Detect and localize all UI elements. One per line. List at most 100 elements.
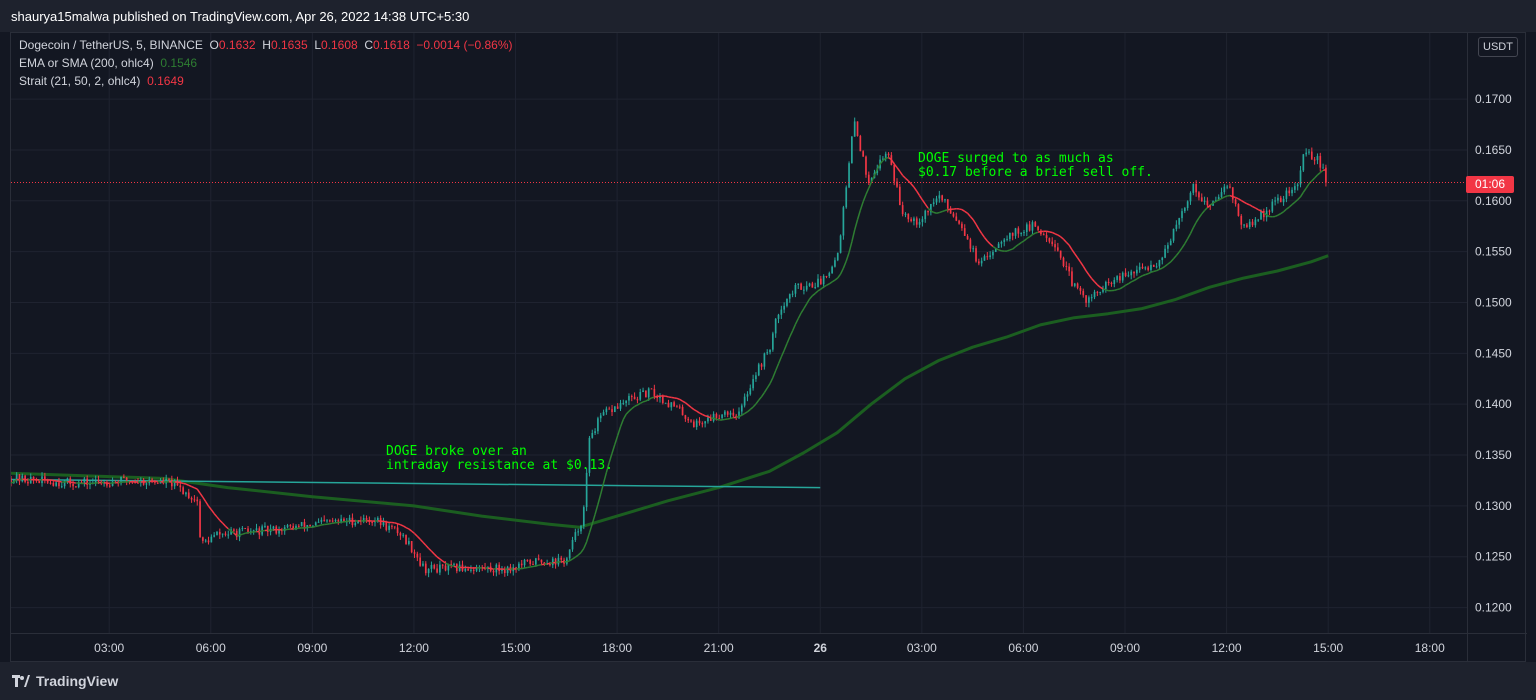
- strait-line-segment: [981, 233, 986, 238]
- candle-body: [444, 565, 447, 571]
- candle-body: [526, 559, 529, 561]
- strait-line-segment: [386, 521, 390, 524]
- candle-body: [992, 251, 994, 256]
- candle-body: [707, 417, 709, 422]
- price-tick-label: 0.1300: [1475, 499, 1512, 513]
- time-tick-label: 21:00: [704, 641, 734, 655]
- candle-body: [1045, 235, 1048, 239]
- candle-body: [266, 525, 269, 532]
- candle-body: [941, 195, 944, 201]
- candle-body: [1322, 167, 1324, 169]
- candle-body: [176, 480, 179, 486]
- candle-body: [955, 216, 958, 221]
- strait-line-segment: [780, 350, 785, 358]
- surge-annotation: DOGE surged to as much as $0.17 before a…: [918, 152, 1153, 180]
- strait-line-segment: [679, 398, 683, 402]
- candle-body: [1223, 186, 1226, 193]
- strait-line-segment: [1232, 195, 1236, 199]
- strait-line-segment: [972, 219, 977, 225]
- strait-line-segment: [608, 453, 613, 463]
- time-tick-label: 18:00: [602, 641, 632, 655]
- strait-line-segment: [873, 169, 878, 176]
- strait-line-segment: [1068, 244, 1073, 251]
- ema-label[interactable]: EMA or SMA (200, ohlc4): [19, 56, 154, 70]
- open-value: 0.1632: [218, 38, 256, 52]
- candle-body: [38, 480, 41, 484]
- candle-body: [966, 235, 969, 240]
- candle-body: [376, 517, 379, 522]
- strait-label[interactable]: Strait (21, 50, 2, ohlc4): [19, 74, 141, 88]
- candle-body: [1155, 266, 1158, 268]
- close-label: C: [364, 38, 374, 52]
- strait-line-segment: [1164, 263, 1169, 267]
- candle-body: [286, 525, 289, 528]
- strait-line-segment: [588, 523, 593, 534]
- candle-body: [944, 199, 946, 201]
- strait-line-segment: [1060, 236, 1064, 240]
- strait-line-segment: [1189, 227, 1194, 234]
- strait-line-segment: [422, 541, 427, 546]
- strait-line-segment: [766, 383, 771, 389]
- strait-line-segment: [958, 208, 963, 211]
- strait-line-segment: [941, 209, 946, 213]
- candle-body: [949, 208, 952, 214]
- time-tick-label: 03:00: [907, 641, 937, 655]
- candle-body: [946, 199, 949, 209]
- strait-line-segment: [794, 318, 799, 325]
- candle-body: [357, 520, 359, 524]
- brand-name: TradingView: [36, 673, 119, 689]
- strait-line-segment: [329, 522, 333, 525]
- candle-body: [1277, 197, 1279, 201]
- strait-value: 0.1649: [147, 74, 184, 88]
- strait-line-segment: [1142, 273, 1146, 277]
- strait-line-segment: [1159, 267, 1163, 270]
- candle-body: [503, 569, 506, 574]
- candle-body: [1082, 290, 1085, 296]
- candle-body: [639, 391, 642, 400]
- candle-body: [774, 318, 777, 334]
- strait-line-segment: [405, 526, 410, 530]
- candle-body: [913, 218, 915, 222]
- strait-line-segment: [693, 408, 698, 412]
- strait-line-segment: [1102, 288, 1107, 291]
- candle-body: [924, 210, 927, 220]
- chart-pane[interactable]: 0.1200 0.1250 0.1300 0.1350 0.1400 0.1450 0.15…: [10, 32, 1527, 663]
- candle-body: [1325, 167, 1327, 183]
- strait-line-segment: [831, 279, 836, 283]
- strait-line-segment: [1224, 195, 1228, 198]
- strait-line-segment: [826, 283, 830, 287]
- candle-body: [862, 151, 865, 157]
- strait-line-segment: [1009, 248, 1013, 251]
- candle-body: [1057, 247, 1059, 251]
- publish-header: shaurya15malwa published on TradingView.…: [0, 0, 1536, 32]
- candle-body: [326, 520, 328, 522]
- candlestick-chart[interactable]: 0.1200 0.1250 0.1300 0.1350 0.1400 0.1450 0.15…: [11, 33, 1527, 663]
- candle-body: [388, 525, 390, 530]
- tradingview-logo[interactable]: TradingView: [12, 673, 118, 689]
- strait-line-segment: [1026, 236, 1031, 240]
- strait-line-segment: [1285, 206, 1290, 210]
- candle-body: [1051, 241, 1054, 245]
- candle-body: [343, 518, 345, 522]
- strait-line-segment: [746, 408, 751, 413]
- candle-body: [467, 569, 469, 571]
- strait-line-segment: [1263, 212, 1268, 216]
- high-value: 0.1635: [270, 38, 308, 52]
- candle-body: [780, 309, 783, 315]
- candle-body: [187, 492, 190, 499]
- strait-line-segment: [837, 273, 842, 279]
- strait-line-segment: [1020, 240, 1025, 244]
- candle-body: [687, 418, 690, 421]
- symbol-name[interactable]: Dogecoin / TetherUS, 5, BINANCE: [19, 38, 203, 52]
- strait-line-segment: [676, 397, 681, 401]
- candle-body: [75, 486, 77, 488]
- candle-body: [97, 479, 100, 482]
- strait-line-segment: [1198, 213, 1203, 219]
- strait-line-segment: [995, 247, 999, 251]
- currency-button[interactable]: USDT: [1478, 37, 1518, 57]
- candle-body: [901, 205, 904, 215]
- candle-body: [839, 235, 842, 253]
- candle-body: [399, 533, 402, 536]
- candle-body: [1042, 234, 1045, 236]
- strait-line-segment: [1006, 249, 1011, 252]
